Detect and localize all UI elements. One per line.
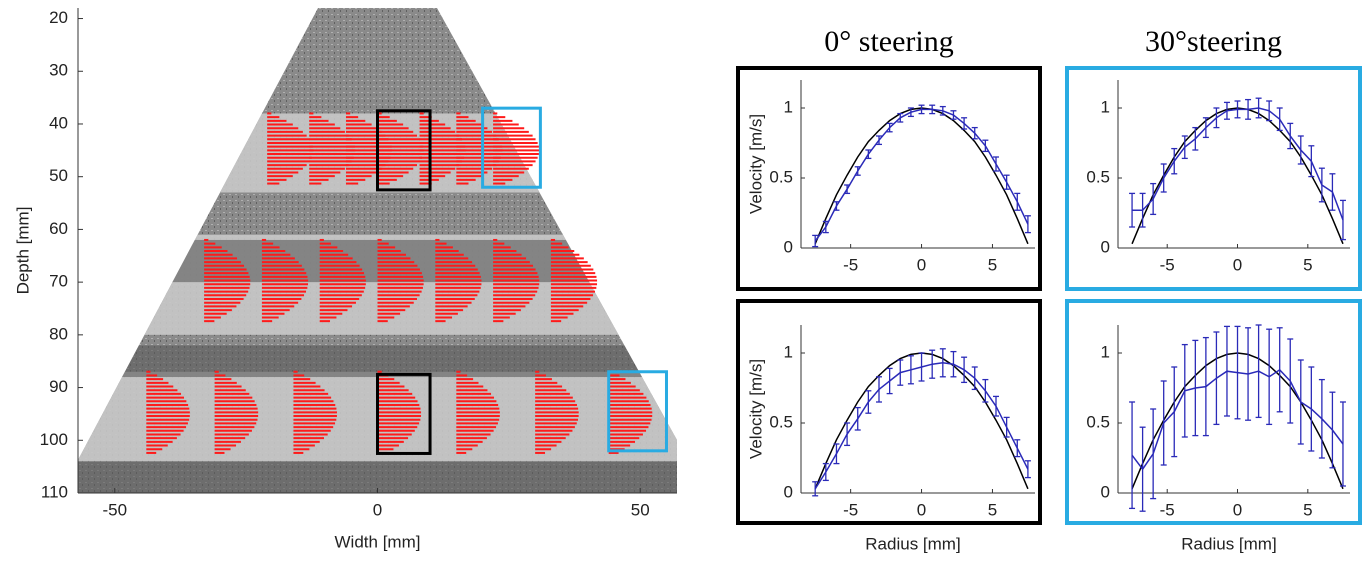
error-bar — [993, 396, 999, 416]
x-tick-label: -5 — [1160, 500, 1175, 519]
error-bar — [1129, 402, 1135, 508]
x-axis-label: Radius [mm] — [865, 534, 960, 553]
x-tick-label: -5 — [843, 500, 858, 519]
x-tick-label: 5 — [988, 255, 997, 274]
y-tick-label: 1 — [784, 97, 793, 116]
error-bar — [1287, 339, 1293, 423]
error-bar — [1150, 409, 1156, 499]
panel-frame — [1067, 68, 1360, 289]
y-tick-label: 50 — [49, 166, 68, 185]
error-bar — [1266, 329, 1272, 424]
panel-frame — [1067, 301, 1360, 523]
error-bar — [1277, 328, 1283, 412]
error-bar — [1340, 402, 1346, 486]
x-tick-label: 5 — [988, 500, 997, 519]
error-bar — [887, 368, 893, 393]
error-bar — [1329, 174, 1335, 210]
x-tick-label: 0 — [1233, 255, 1242, 274]
error-bar — [1213, 108, 1219, 128]
x-tick-label: -5 — [1160, 255, 1175, 274]
y-tick-label: 0 — [784, 482, 793, 501]
error-bar — [972, 367, 978, 389]
error-bar — [1203, 118, 1209, 138]
y-tick-label: 90 — [49, 377, 68, 396]
y-axis-label: Velocity [m/s] — [746, 114, 765, 214]
dark-band — [78, 240, 677, 282]
y-tick-label: 100 — [40, 430, 68, 449]
y-tick-label: 60 — [49, 219, 68, 238]
error-bar — [833, 444, 839, 464]
error-bar — [1298, 360, 1304, 444]
y-tick-label: 20 — [49, 8, 68, 27]
error-bar — [876, 377, 882, 402]
series-line — [815, 108, 1028, 244]
error-bar — [1308, 367, 1314, 451]
error-bar — [1192, 128, 1198, 150]
y-tick-label: 0.5 — [769, 412, 793, 431]
error-bar — [855, 408, 861, 430]
error-bar — [1277, 108, 1283, 130]
error-bar — [1171, 367, 1177, 457]
x-axis-label: Width [mm] — [335, 532, 421, 551]
x-tick-label: 5 — [1303, 500, 1312, 519]
error-bar — [972, 128, 978, 139]
y-tick-label: 0 — [1101, 237, 1110, 256]
x-tick-label: 50 — [631, 500, 650, 519]
x-axis-label: Radius [mm] — [1181, 534, 1276, 553]
error-bar — [1340, 200, 1346, 239]
y-tick-label: 0 — [784, 237, 793, 256]
y-tick-label: 1 — [1101, 97, 1110, 116]
y-tick-label: 80 — [49, 324, 68, 343]
y-tick-label: 40 — [49, 113, 68, 132]
error-bar — [961, 118, 967, 129]
y-tick-label: 30 — [49, 61, 68, 80]
error-bar — [1319, 168, 1325, 202]
error-bar — [1329, 392, 1335, 468]
y-tick-label: 1 — [1101, 342, 1110, 361]
error-bar — [1213, 332, 1219, 424]
x-tick-label: 5 — [1303, 255, 1312, 274]
error-bar — [865, 391, 871, 413]
error-bar — [1014, 440, 1020, 457]
y-tick-label: 0 — [1101, 482, 1110, 501]
x-tick-label: -50 — [102, 500, 127, 519]
y-axis-label: Velocity [m/s] — [746, 359, 765, 459]
y-axis-label: Depth [mm] — [13, 207, 32, 295]
y-tick-label: 1 — [784, 342, 793, 361]
y-tick-label: 0.5 — [769, 167, 793, 186]
error-bar — [950, 111, 956, 119]
x-tick-label: -5 — [843, 255, 858, 274]
y-tick-label: 0.5 — [1086, 167, 1110, 186]
column-title: 0° steering — [824, 25, 953, 58]
error-bar — [844, 423, 850, 445]
y-tick-label: 70 — [49, 272, 68, 291]
x-tick-label: 0 — [917, 500, 926, 519]
column-title: 30°steering — [1145, 25, 1282, 58]
x-tick-label: 0 — [373, 500, 382, 519]
y-tick-label: 110 — [41, 482, 68, 501]
x-tick-label: 0 — [917, 255, 926, 274]
figure: 2030405060708090100110-50050Width [mm]De… — [0, 0, 1366, 561]
error-bar — [823, 464, 829, 481]
error-bar — [1025, 461, 1031, 478]
y-tick-label: 0.5 — [1086, 412, 1110, 431]
x-tick-label: 0 — [1233, 500, 1242, 519]
error-bar — [1004, 417, 1010, 437]
